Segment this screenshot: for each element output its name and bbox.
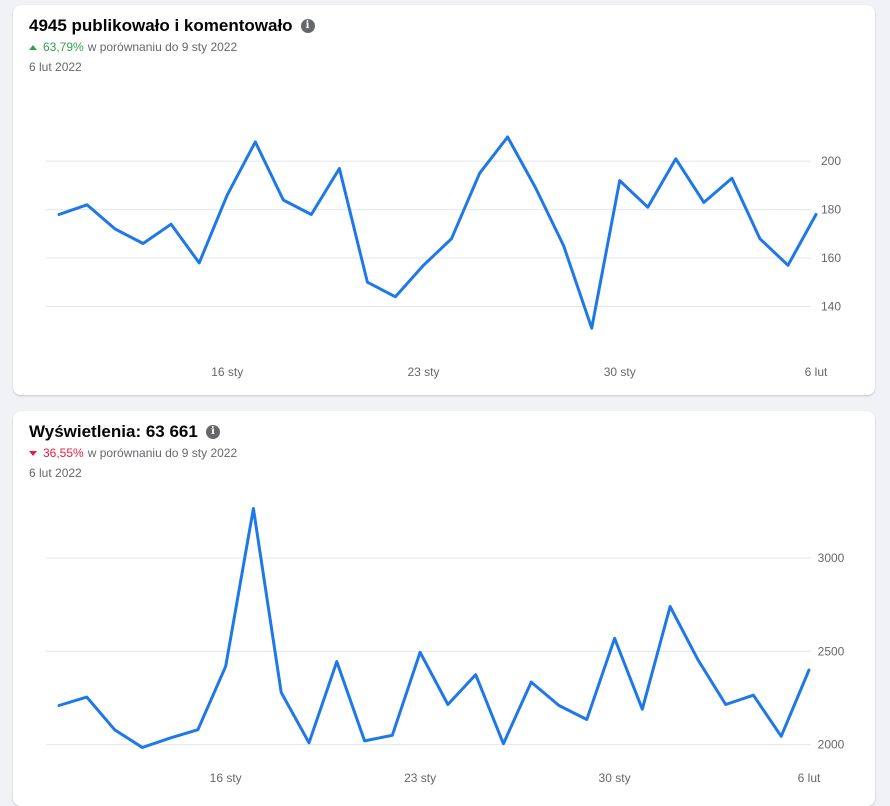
data-point[interactable] xyxy=(81,199,93,211)
data-point[interactable] xyxy=(525,676,537,688)
comparison-text: w porównaniu do 9 sty 2022 xyxy=(87,446,238,460)
x-tick-label: 6 lut xyxy=(805,365,828,379)
data-point[interactable] xyxy=(553,699,565,711)
data-point[interactable] xyxy=(558,240,570,252)
series-line xyxy=(57,507,811,749)
series-line xyxy=(57,135,818,330)
data-point[interactable] xyxy=(389,291,401,303)
data-point[interactable] xyxy=(720,699,732,711)
data-point[interactable] xyxy=(305,208,317,220)
y-tick-label: 160 xyxy=(821,251,841,265)
y-tick-label: 140 xyxy=(821,299,841,313)
y-tick-label: 3000 xyxy=(818,551,845,565)
data-point[interactable] xyxy=(609,632,621,644)
data-point[interactable] xyxy=(165,218,177,230)
data-point[interactable] xyxy=(642,201,654,213)
data-point[interactable] xyxy=(726,172,738,184)
x-tick-label: 23 sty xyxy=(407,365,439,379)
data-point[interactable] xyxy=(333,163,345,175)
data-point[interactable] xyxy=(747,689,759,701)
data-point[interactable] xyxy=(692,654,704,666)
card-header: Wyświetlenia: 63 661 i xyxy=(29,422,220,442)
data-point[interactable] xyxy=(386,729,398,741)
data-point[interactable] xyxy=(277,194,289,206)
data-point[interactable] xyxy=(53,699,65,711)
card-header: 4945 publikowało i komentowało i xyxy=(29,16,315,36)
data-point[interactable] xyxy=(359,735,371,747)
info-icon[interactable]: i xyxy=(300,19,315,33)
data-point[interactable] xyxy=(249,136,261,148)
arrow-up-icon xyxy=(29,44,37,50)
data-point[interactable] xyxy=(446,233,458,245)
data-point[interactable] xyxy=(137,238,149,250)
data-point[interactable] xyxy=(220,660,232,672)
data-point[interactable] xyxy=(474,167,486,179)
data-point[interactable] xyxy=(417,259,429,271)
chart-card-views: Wyświetlenia: 63 661 i 36,55% w porównan… xyxy=(13,411,875,806)
data-point[interactable] xyxy=(698,196,710,208)
data-point[interactable] xyxy=(81,691,93,703)
chart-card-engagement: 4945 publikowało i komentowało i 63,79% … xyxy=(13,5,875,395)
comparison-text: w porównaniu do 9 sty 2022 xyxy=(87,40,238,54)
data-point[interactable] xyxy=(193,257,205,269)
data-point[interactable] xyxy=(614,175,626,187)
data-point[interactable] xyxy=(664,601,676,613)
x-tick-label: 16 sty xyxy=(210,771,242,785)
data-point[interactable] xyxy=(361,276,373,288)
data-point[interactable] xyxy=(581,713,593,725)
data-point[interactable] xyxy=(775,730,787,742)
x-tick-label: 30 sty xyxy=(599,771,631,785)
comparison-row: 36,55% w porównaniu do 9 sty 2022 xyxy=(29,446,237,460)
data-point[interactable] xyxy=(502,131,514,143)
data-point[interactable] xyxy=(53,208,65,220)
x-tick-label: 6 lut xyxy=(798,771,821,785)
data-point[interactable] xyxy=(414,646,426,658)
data-point[interactable] xyxy=(164,732,176,744)
data-point[interactable] xyxy=(782,259,794,271)
data-point[interactable] xyxy=(586,322,598,334)
y-tick-label: 2000 xyxy=(818,738,845,752)
x-tick-label: 16 sty xyxy=(211,365,243,379)
data-point[interactable] xyxy=(109,223,121,235)
x-tick-label: 23 sty xyxy=(404,771,436,785)
y-tick-label: 2500 xyxy=(818,644,845,658)
data-point[interactable] xyxy=(670,153,682,165)
views-line-chart[interactable]: 2000 2500 3000 16 sty 23 sty 30 sty 6 lut xyxy=(13,411,875,806)
data-point[interactable] xyxy=(136,741,148,753)
card-title: Wyświetlenia: 63 661 xyxy=(29,422,198,441)
data-point[interactable] xyxy=(470,669,482,681)
change-percentage: 36,55% xyxy=(43,446,84,460)
info-icon[interactable]: i xyxy=(205,425,220,439)
data-point[interactable] xyxy=(221,189,233,201)
date-label: 6 lut 2022 xyxy=(29,60,82,74)
data-point[interactable] xyxy=(497,738,509,750)
comparison-row: 63,79% w porównaniu do 9 sty 2022 xyxy=(29,40,237,54)
card-title: 4945 publikowało i komentowało xyxy=(29,16,293,35)
data-point[interactable] xyxy=(275,686,287,698)
data-point[interactable] xyxy=(303,737,315,749)
data-point[interactable] xyxy=(247,503,259,515)
data-point[interactable] xyxy=(803,664,815,676)
data-point[interactable] xyxy=(636,703,648,715)
change-percentage: 63,79% xyxy=(43,40,84,54)
date-label: 6 lut 2022 xyxy=(29,466,82,480)
data-point[interactable] xyxy=(331,656,343,668)
y-tick-label: 180 xyxy=(821,203,841,217)
y-tick-label: 200 xyxy=(821,154,841,168)
data-point[interactable] xyxy=(192,724,204,736)
arrow-down-icon xyxy=(29,450,37,456)
data-point[interactable] xyxy=(109,724,121,736)
x-tick-label: 30 sty xyxy=(604,365,636,379)
data-point[interactable] xyxy=(754,233,766,245)
data-point[interactable] xyxy=(442,699,454,711)
engagement-line-chart[interactable]: 140 160 180 200 16 sty 23 sty 30 sty 6 lut xyxy=(13,5,875,395)
data-point[interactable] xyxy=(810,208,822,220)
data-point[interactable] xyxy=(530,182,542,194)
